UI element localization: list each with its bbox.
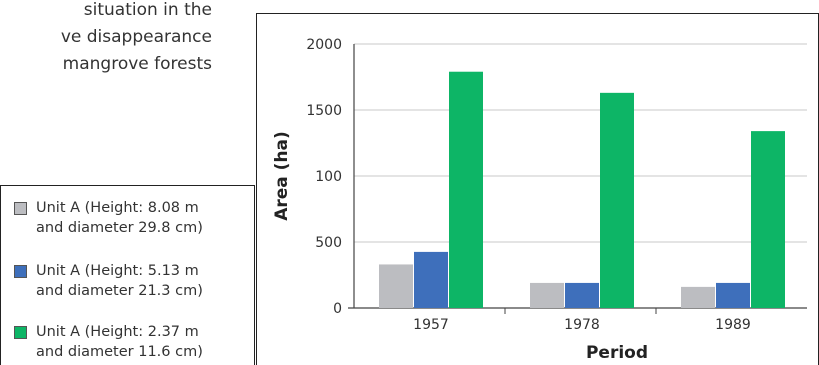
- legend-swatch-green: [14, 326, 27, 339]
- bar-1989-series-2: [716, 282, 750, 308]
- body-text: situation in the ve disappearance mangro…: [0, 0, 212, 78]
- legend-item-unit-a-8-08: Unit A (Height: 8.08 m and diameter 29.8…: [14, 198, 203, 238]
- bar-1989-series-1: [681, 286, 715, 308]
- y-tick-label: 100: [315, 169, 342, 185]
- bar-1978-series-1: [530, 282, 564, 308]
- bar-1978-series-3: [600, 92, 634, 308]
- legend-swatch-blue: [14, 265, 27, 278]
- x-tick-label: 1978: [564, 317, 600, 333]
- x-tick-label: 1989: [715, 317, 751, 333]
- x-tick-label: 1957: [413, 317, 449, 333]
- bar-1957-series-1: [379, 264, 413, 308]
- body-text-line-3: mangrove forests: [62, 54, 212, 74]
- legend-label: Unit A (Height: 2.37 m and diameter 11.6…: [36, 324, 203, 360]
- x-axis-title: Period: [586, 343, 648, 363]
- chart-frame: 0 500 100 1500 2000 1957 1978 1989 Period Area (h…: [256, 13, 819, 365]
- bar-1978-series-2: [565, 282, 599, 308]
- body-text-line-2: ve disappearance: [60, 27, 212, 47]
- y-axis-title: Area (ha): [272, 131, 292, 221]
- legend-label: Unit A (Height: 8.08 m and diameter 29.8…: [36, 200, 203, 236]
- bar-1957-series-3: [449, 71, 483, 308]
- legend-label: Unit A (Height: 5.13 m and diameter 21.3…: [36, 263, 203, 299]
- chart-legend: Unit A (Height: 8.08 m and diameter 29.8…: [0, 185, 255, 365]
- y-tick-label: 2000: [306, 37, 342, 53]
- y-tick-label: 1500: [306, 103, 342, 119]
- legend-item-unit-a-5-13: Unit A (Height: 5.13 m and diameter 21.3…: [14, 261, 203, 301]
- legend-swatch-gray: [14, 202, 27, 215]
- body-text-line-1: situation in the: [83, 0, 212, 20]
- y-tick-label: 0: [333, 301, 342, 317]
- y-tick-label: 500: [315, 235, 342, 251]
- legend-item-unit-a-2-37: Unit A (Height: 2.37 m and diameter 11.6…: [14, 322, 203, 362]
- bar-1989-series-3: [751, 131, 785, 308]
- bar-chart: 0 500 100 1500 2000 1957 1978 1989 Period Area (h…: [272, 37, 807, 363]
- bar-1957-series-2: [414, 251, 448, 308]
